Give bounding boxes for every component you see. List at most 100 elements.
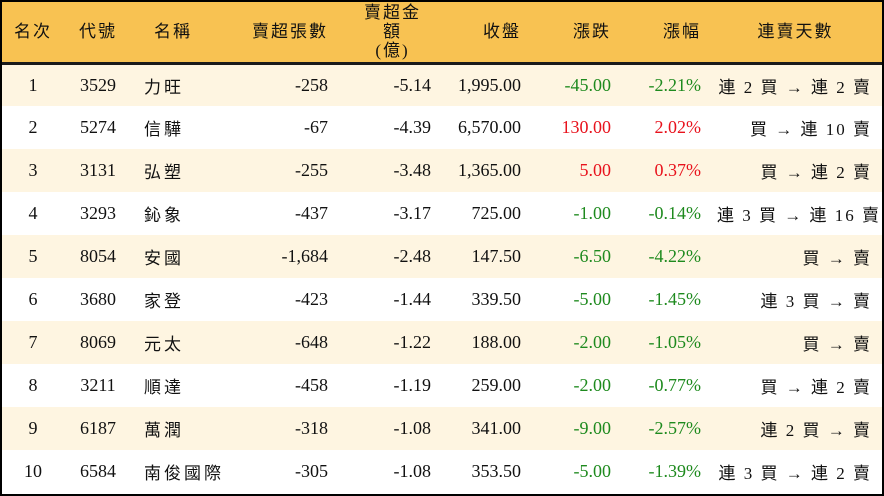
cell-change-pct: 2.02% <box>654 117 702 137</box>
table-row: 8 3211 順達 -458 -1.19 259.00 -2.00 -0.77%… <box>2 364 882 407</box>
cell-close: 147.50 <box>471 246 522 266</box>
cell-name: 南俊國際 <box>144 464 224 483</box>
cell-change: -5.00 <box>573 461 612 481</box>
cell-rank: 1 <box>28 74 38 95</box>
cell-net-sell-lots: -437 <box>295 203 328 223</box>
cell-name: 安國 <box>144 249 184 268</box>
cell-name: 弘塑 <box>144 163 184 182</box>
cell-change: -2.00 <box>573 375 612 395</box>
header-net-sell-amount: 賣超金額 (億) <box>336 2 437 63</box>
cell-change-pct: -0.14% <box>648 203 702 223</box>
header-change: 漲跌 <box>573 22 611 42</box>
cell-streak: 買 → 連 2 賣 <box>760 163 872 182</box>
cell-change: 5.00 <box>579 160 612 180</box>
cell-close: 188.00 <box>471 332 522 352</box>
cell-streak: 買 → 賣 <box>802 335 872 354</box>
cell-change: -5.00 <box>573 289 612 309</box>
cell-close: 353.50 <box>471 461 522 481</box>
header-change-pct: 漲幅 <box>663 22 701 42</box>
header-code: 代號 <box>79 22 117 42</box>
cell-rank: 8 <box>28 375 38 395</box>
cell-rank: 10 <box>24 461 42 481</box>
cell-streak: 連 3 買 → 連 2 賣 <box>718 464 872 483</box>
cell-rank: 9 <box>28 418 38 438</box>
cell-streak: 買 → 賣 <box>802 249 872 268</box>
cell-change: -1.00 <box>573 203 612 223</box>
cell-change-pct: -1.45% <box>648 289 702 309</box>
table-body: 1 3529 力旺 -258 -5.14 1,995.00 -45.00 -2.… <box>2 63 882 493</box>
cell-net-sell-lots: -648 <box>295 332 328 352</box>
cell-change: -9.00 <box>573 418 612 438</box>
cell-code: 6584 <box>80 461 116 481</box>
cell-change: -45.00 <box>564 74 612 95</box>
cell-rank: 2 <box>28 117 38 137</box>
cell-change-pct: -0.77% <box>648 375 702 395</box>
header-row: 名次 代號 名稱 賣超張數 賣超金額 (億) 收盤 漲跌 漲幅 連賣天數 <box>2 2 882 63</box>
cell-net-sell-amount: -3.48 <box>393 160 432 180</box>
cell-streak: 連 3 買 → 賣 <box>760 292 872 311</box>
cell-close: 1,995.00 <box>458 74 521 95</box>
cell-net-sell-amount: -1.08 <box>393 461 432 481</box>
cell-net-sell-amount: -1.44 <box>393 289 432 309</box>
cell-change-pct: -1.39% <box>648 461 702 481</box>
table-row: 4 3293 鈊象 -437 -3.17 725.00 -1.00 -0.14%… <box>2 192 882 235</box>
cell-net-sell-amount: -1.22 <box>393 332 432 352</box>
cell-code: 8069 <box>80 332 116 352</box>
table-row: 6 3680 家登 -423 -1.44 339.50 -5.00 -1.45%… <box>2 278 882 321</box>
cell-rank: 5 <box>28 246 38 266</box>
table-row: 10 6584 南俊國際 -305 -1.08 353.50 -5.00 -1.… <box>2 450 882 493</box>
cell-close: 725.00 <box>471 203 522 223</box>
table-row: 9 6187 萬潤 -318 -1.08 341.00 -9.00 -2.57%… <box>2 407 882 450</box>
cell-name: 力旺 <box>144 77 184 97</box>
cell-net-sell-amount: -4.39 <box>393 117 432 137</box>
cell-close: 339.50 <box>471 289 522 309</box>
cell-streak: 連 3 買 → 連 16 賣 <box>717 206 881 225</box>
cell-net-sell-amount: -1.19 <box>393 375 432 395</box>
table-row: 7 8069 元太 -648 -1.22 188.00 -2.00 -1.05%… <box>2 321 882 364</box>
cell-change: 130.00 <box>561 117 612 137</box>
cell-net-sell-lots: -67 <box>304 117 328 137</box>
cell-net-sell-lots: -305 <box>295 461 328 481</box>
table-row: 5 8054 安國 -1,684 -2.48 147.50 -6.50 -4.2… <box>2 235 882 278</box>
cell-rank: 7 <box>28 332 38 352</box>
cell-change-pct: -2.21% <box>648 74 702 95</box>
cell-code: 3680 <box>80 289 116 309</box>
cell-code: 6187 <box>80 418 116 438</box>
cell-streak: 連 2 買 → 連 2 賣 <box>718 77 872 97</box>
cell-streak: 連 2 買 → 賣 <box>760 421 872 440</box>
cell-net-sell-lots: -458 <box>295 375 328 395</box>
cell-close: 259.00 <box>471 375 522 395</box>
header-rank: 名次 <box>14 22 52 42</box>
cell-rank: 6 <box>28 289 38 309</box>
cell-net-sell-lots: -255 <box>295 160 328 180</box>
cell-net-sell-lots: -318 <box>295 418 328 438</box>
cell-net-sell-amount: -1.08 <box>393 418 432 438</box>
cell-name: 信驊 <box>144 120 184 139</box>
cell-change-pct: 0.37% <box>654 160 702 180</box>
cell-code: 3293 <box>80 203 116 223</box>
cell-code: 5274 <box>80 117 116 137</box>
cell-close: 6,570.00 <box>458 117 521 137</box>
table-row: 3 3131 弘塑 -255 -3.48 1,365.00 5.00 0.37%… <box>2 149 882 192</box>
cell-change-pct: -1.05% <box>648 332 702 352</box>
cell-change-pct: -2.57% <box>648 418 702 438</box>
table-row: 1 3529 力旺 -258 -5.14 1,995.00 -45.00 -2.… <box>2 63 882 106</box>
cell-code: 3529 <box>80 74 116 95</box>
cell-streak: 買 → 連 10 賣 <box>750 120 872 139</box>
cell-rank: 4 <box>28 203 38 223</box>
cell-rank: 3 <box>28 160 38 180</box>
cell-net-sell-amount: -2.48 <box>393 246 432 266</box>
cell-net-sell-lots: -1,684 <box>281 246 329 266</box>
header-net-sell-amount-line2: (億) <box>375 41 410 61</box>
cell-name: 家登 <box>144 292 184 311</box>
cell-close: 1,365.00 <box>458 160 521 180</box>
cell-name: 順達 <box>144 378 184 397</box>
cell-streak: 買 → 連 2 賣 <box>760 378 872 397</box>
header-streak: 連賣天數 <box>757 22 834 42</box>
cell-name: 鈊象 <box>144 206 184 225</box>
table-row: 2 5274 信驊 -67 -4.39 6,570.00 130.00 2.02… <box>2 106 882 149</box>
cell-change: -2.00 <box>573 332 612 352</box>
cell-code: 8054 <box>80 246 116 266</box>
